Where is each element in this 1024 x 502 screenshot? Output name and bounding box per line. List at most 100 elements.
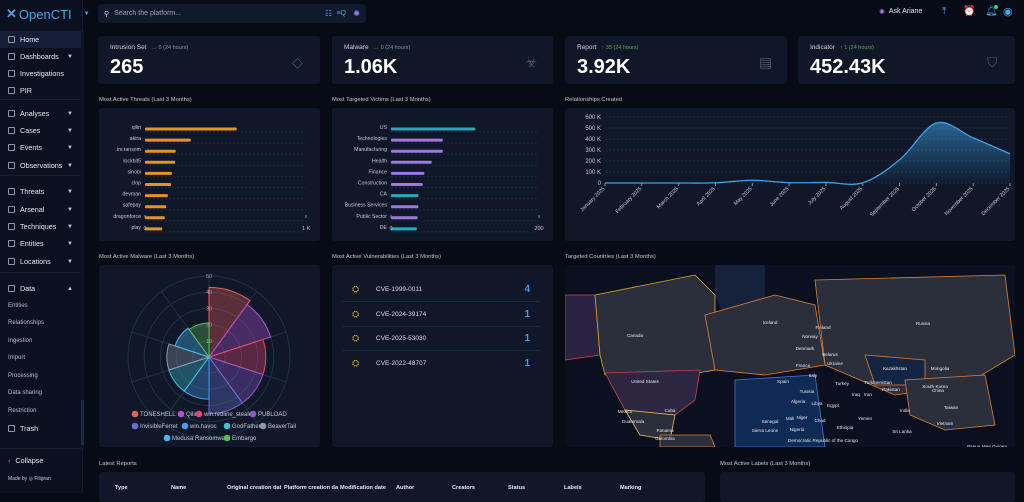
alarm-clock-icon[interactable]: ⏰ [963, 6, 976, 17]
column-header[interactable]: Modification date [340, 485, 386, 491]
legend-swatch [181, 422, 189, 430]
column-header[interactable]: Labels [564, 485, 582, 491]
sidebar-subitem-restriction[interactable]: Restriction [8, 407, 37, 414]
opencti-logo-icon: ✕ [6, 6, 17, 21]
chevron-down-icon: ▼ [67, 127, 73, 134]
column-header[interactable]: Marking [620, 485, 642, 491]
y-tick-label: 400 K [585, 137, 601, 143]
sidebar-subitem-import[interactable]: Import [8, 355, 26, 361]
filter-settings-icon[interactable]: ☷ [324, 9, 332, 18]
legend-item[interactable]: win.havoc [189, 424, 217, 430]
chevron-up-icon: ▲ [67, 285, 73, 292]
sidebar-item-arsenal[interactable]: Arsenal ▼ [0, 201, 81, 218]
legend-item[interactable]: InvisibleFerret [140, 424, 178, 430]
bar [145, 160, 176, 164]
arsenal-icon [8, 206, 15, 213]
targeted-countries-map[interactable]: Canada United States Mexico Guatemala Cuba Pa… [565, 265, 1015, 447]
column-header[interactable]: Type [115, 485, 128, 491]
victims-title: Most Targeted Victims (Last 3 Months) [332, 97, 431, 103]
sidebar-item-pir[interactable]: PIR [0, 82, 81, 99]
sidebar-item-events[interactable]: Events ▼ [0, 139, 81, 156]
sidebar-item-investigations[interactable]: Investigations [0, 65, 81, 82]
legend-item[interactable]: Qilin [186, 412, 198, 418]
sidebar-item-observations[interactable]: Observations ▼ [0, 157, 81, 174]
sidebar-item-entities[interactable]: Entities ▼ [0, 235, 81, 252]
column-header[interactable]: Author [396, 485, 415, 491]
vulnerability-row[interactable]: ⛭ CVE-2025-53030 1 [342, 327, 540, 351]
r-tick-label: 30 [206, 306, 212, 312]
legend-item[interactable]: TONESHELL [140, 412, 176, 418]
sidebar-subitem-data-sharing[interactable]: Data sharing [8, 390, 43, 396]
column-header[interactable]: Platform creation da [284, 485, 339, 491]
country-label: Finland [815, 325, 831, 330]
sidebar-subitem-processing[interactable]: Processing [8, 372, 38, 379]
document-icon: ▤ [759, 54, 773, 70]
column-header[interactable]: Creators [452, 485, 476, 491]
ai-search-icon[interactable]: ✺ [353, 9, 360, 18]
sidebar-item-data[interactable]: Data ▲ [0, 280, 81, 297]
polar-segment-qilin [207, 303, 272, 358]
vulns-panel: ⛭ CVE-1999-0011 4 ⛭ CVE-2024-39174 1 ⛭ CVE-2025… [332, 265, 553, 447]
chevron-down-icon[interactable]: ▼ [83, 11, 90, 17]
vulnerability-row[interactable]: ⛭ CVE-2022-48707 1 [352, 358, 530, 369]
sidebar-subitem-entities[interactable]: Entities [8, 302, 28, 309]
legend-item[interactable]: BeaverTail [268, 424, 296, 430]
stat-card-indicator[interactable]: Indicator ↑ 1 (24 hours) 452.43K ⛉ [798, 36, 1015, 84]
upload-icon[interactable]: ⤒ [942, 6, 947, 17]
countries-title: Targeted Countries (Last 3 Months) [565, 254, 656, 260]
made-by-filigran[interactable]: Made by ◎ Filigran [8, 476, 51, 482]
sidebar-item-analyses[interactable]: Analyses ▼ [0, 105, 81, 122]
bar [391, 138, 443, 142]
column-header[interactable]: Status [508, 485, 526, 491]
sidebar: ✕ OpenCTI ▼ Home Dashboards ▼ Investigation… [0, 0, 90, 493]
chevron-down-icon: ▼ [67, 240, 73, 247]
malware-polar-chart: 10 20 30 40 50 TONESHELL Qilin win.redline_stea… [127, 274, 296, 442]
legend-swatch [223, 422, 231, 430]
reports-title: Latest Reports [99, 461, 137, 467]
country-label: Vietnam [937, 421, 954, 426]
sidebar-subitem-relationships[interactable]: Relationships [8, 320, 45, 326]
stat-card-intrusion-set[interactable]: Intrusion Set → 0 (24 hours) 265 ◇ [98, 36, 320, 84]
biohazard-icon: ☣ [525, 54, 538, 70]
bar-label: Public Sector [356, 214, 387, 220]
legend-item[interactable]: Embargo [232, 436, 257, 442]
sidebar-item-cases[interactable]: Cases ▼ [0, 122, 81, 139]
legend-item[interactable]: win.redline_stealer [203, 412, 254, 418]
legend-swatch [195, 410, 203, 418]
ask-ariane-button[interactable]: ✺ Ask Ariane [879, 8, 923, 16]
advanced-search-icon[interactable]: ≡Q [336, 10, 346, 17]
legend-item[interactable]: PUBLOAD [258, 412, 287, 418]
stat-delta: ↑ 35 (24 hours) [601, 45, 639, 51]
sidebar-item-threats[interactable]: Threats ▼ [0, 183, 81, 200]
legend-item[interactable]: GodFather [232, 424, 261, 430]
vulnerability-row[interactable]: ⛭ CVE-1999-0011 4 [342, 278, 540, 302]
sidebar-item-techniques[interactable]: Techniques ▼ [0, 218, 81, 235]
column-header[interactable]: Original creation dat [227, 485, 282, 491]
sidebar-scrollbar[interactable] [81, 30, 84, 450]
country-label: Denmark [796, 346, 815, 351]
app-logo[interactable]: ✕ OpenCTI ▼ [6, 6, 90, 22]
stat-value: 265 [110, 56, 144, 78]
polar-segment-toneshell [208, 286, 251, 359]
stat-card-report[interactable]: Report ↑ 35 (24 hours) 3.92K ▤ [565, 36, 787, 84]
vulnerability-row[interactable]: ⛭ CVE-2024-39174 1 [342, 303, 540, 327]
sidebar-item-trash[interactable]: Trash [0, 420, 81, 437]
sidebar-item-dashboards[interactable]: Dashboards ▼ [0, 48, 81, 65]
legend-swatch [131, 422, 139, 430]
notifications-bell-icon[interactable]: 🔔︎ [985, 6, 998, 17]
sidebar-item-home[interactable]: Home [0, 31, 81, 48]
threats-panel: qilin akira incransom lockbit5 sinobi clop dev… [99, 108, 320, 241]
stat-card-malware[interactable]: Malware → 0 (24 hours) 1.06K ☣ [332, 36, 553, 84]
collapse-button[interactable]: ‹ Collapse [8, 456, 44, 465]
sidebar-item-locations[interactable]: Locations ▼ [0, 253, 81, 270]
account-icon[interactable]: ◉ [1003, 6, 1013, 18]
stat-label: Malware → 0 (24 hours) [344, 44, 411, 51]
x-tick-label: January 2025 [579, 186, 606, 213]
column-header[interactable]: Name [171, 485, 187, 491]
stat-value: 1.06K [344, 56, 398, 78]
sidebar-subitem-ingestion[interactable]: Ingestion [8, 337, 33, 344]
bar-label: lockbit5 [123, 158, 141, 164]
stat-delta: → 0 (24 hours) [151, 45, 189, 51]
legend-item[interactable]: Medusa Ransomware [172, 436, 231, 442]
search-input[interactable]: ⚲ Search the platform... ☷ ≡Q ✺ [98, 4, 366, 23]
